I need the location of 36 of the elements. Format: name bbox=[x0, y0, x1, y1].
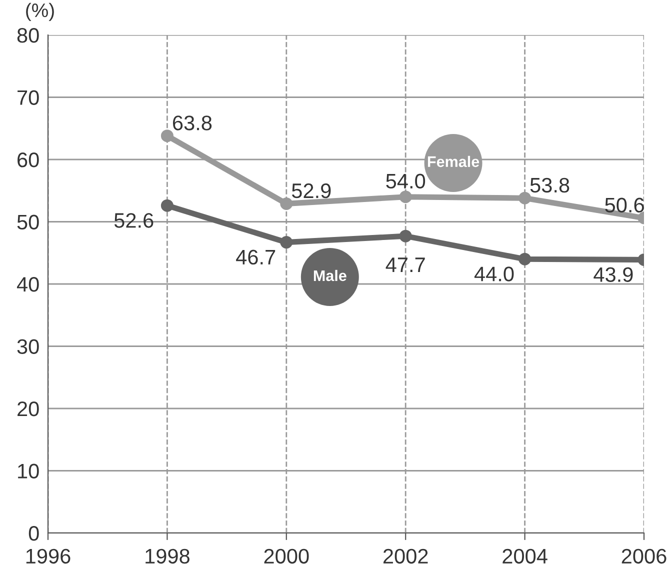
data-label: 52.6 bbox=[114, 213, 154, 228]
y-tick-label: 30 bbox=[17, 339, 39, 354]
point bbox=[280, 197, 293, 210]
data-label: 50.6 bbox=[605, 198, 644, 212]
data-label: 43.9 bbox=[594, 267, 633, 282]
x-tick-label: 1996 bbox=[26, 548, 70, 564]
data-label: 44.0 bbox=[474, 266, 514, 282]
point bbox=[160, 199, 174, 212]
data-label: 53.8 bbox=[530, 178, 570, 193]
data-label: 47.7 bbox=[386, 258, 425, 272]
y-tick-label: 0 bbox=[28, 526, 39, 541]
y-tick-label: 20 bbox=[18, 402, 39, 416]
x-tick-label: 2000 bbox=[264, 548, 309, 564]
point bbox=[399, 230, 412, 242]
data-label: 52.9 bbox=[292, 183, 331, 198]
y-tick-label: 80 bbox=[17, 28, 39, 43]
data-label: 46.7 bbox=[236, 250, 276, 265]
point bbox=[280, 236, 293, 249]
x-tick-label: 1998 bbox=[146, 548, 190, 564]
data-label: 54.0 bbox=[386, 174, 426, 189]
y-tick-label: 50 bbox=[17, 214, 39, 230]
y-axis-title: (%) bbox=[26, 2, 54, 22]
y-tick-label: 60 bbox=[18, 152, 39, 168]
series-label: Male bbox=[314, 270, 346, 282]
y-tick-label: 70 bbox=[18, 90, 39, 106]
point bbox=[160, 130, 174, 142]
x-tick-label: 2004 bbox=[502, 548, 548, 564]
y-tick-label: 10 bbox=[18, 464, 39, 479]
point bbox=[518, 192, 532, 204]
point bbox=[399, 190, 412, 204]
x-tick-label: 2006 bbox=[622, 548, 666, 564]
data-label: 63.8 bbox=[172, 116, 212, 130]
series-label: Female bbox=[428, 156, 480, 168]
x-tick-label: 2002 bbox=[383, 548, 428, 564]
point bbox=[518, 252, 532, 266]
y-tick-label: 40 bbox=[16, 277, 39, 292]
